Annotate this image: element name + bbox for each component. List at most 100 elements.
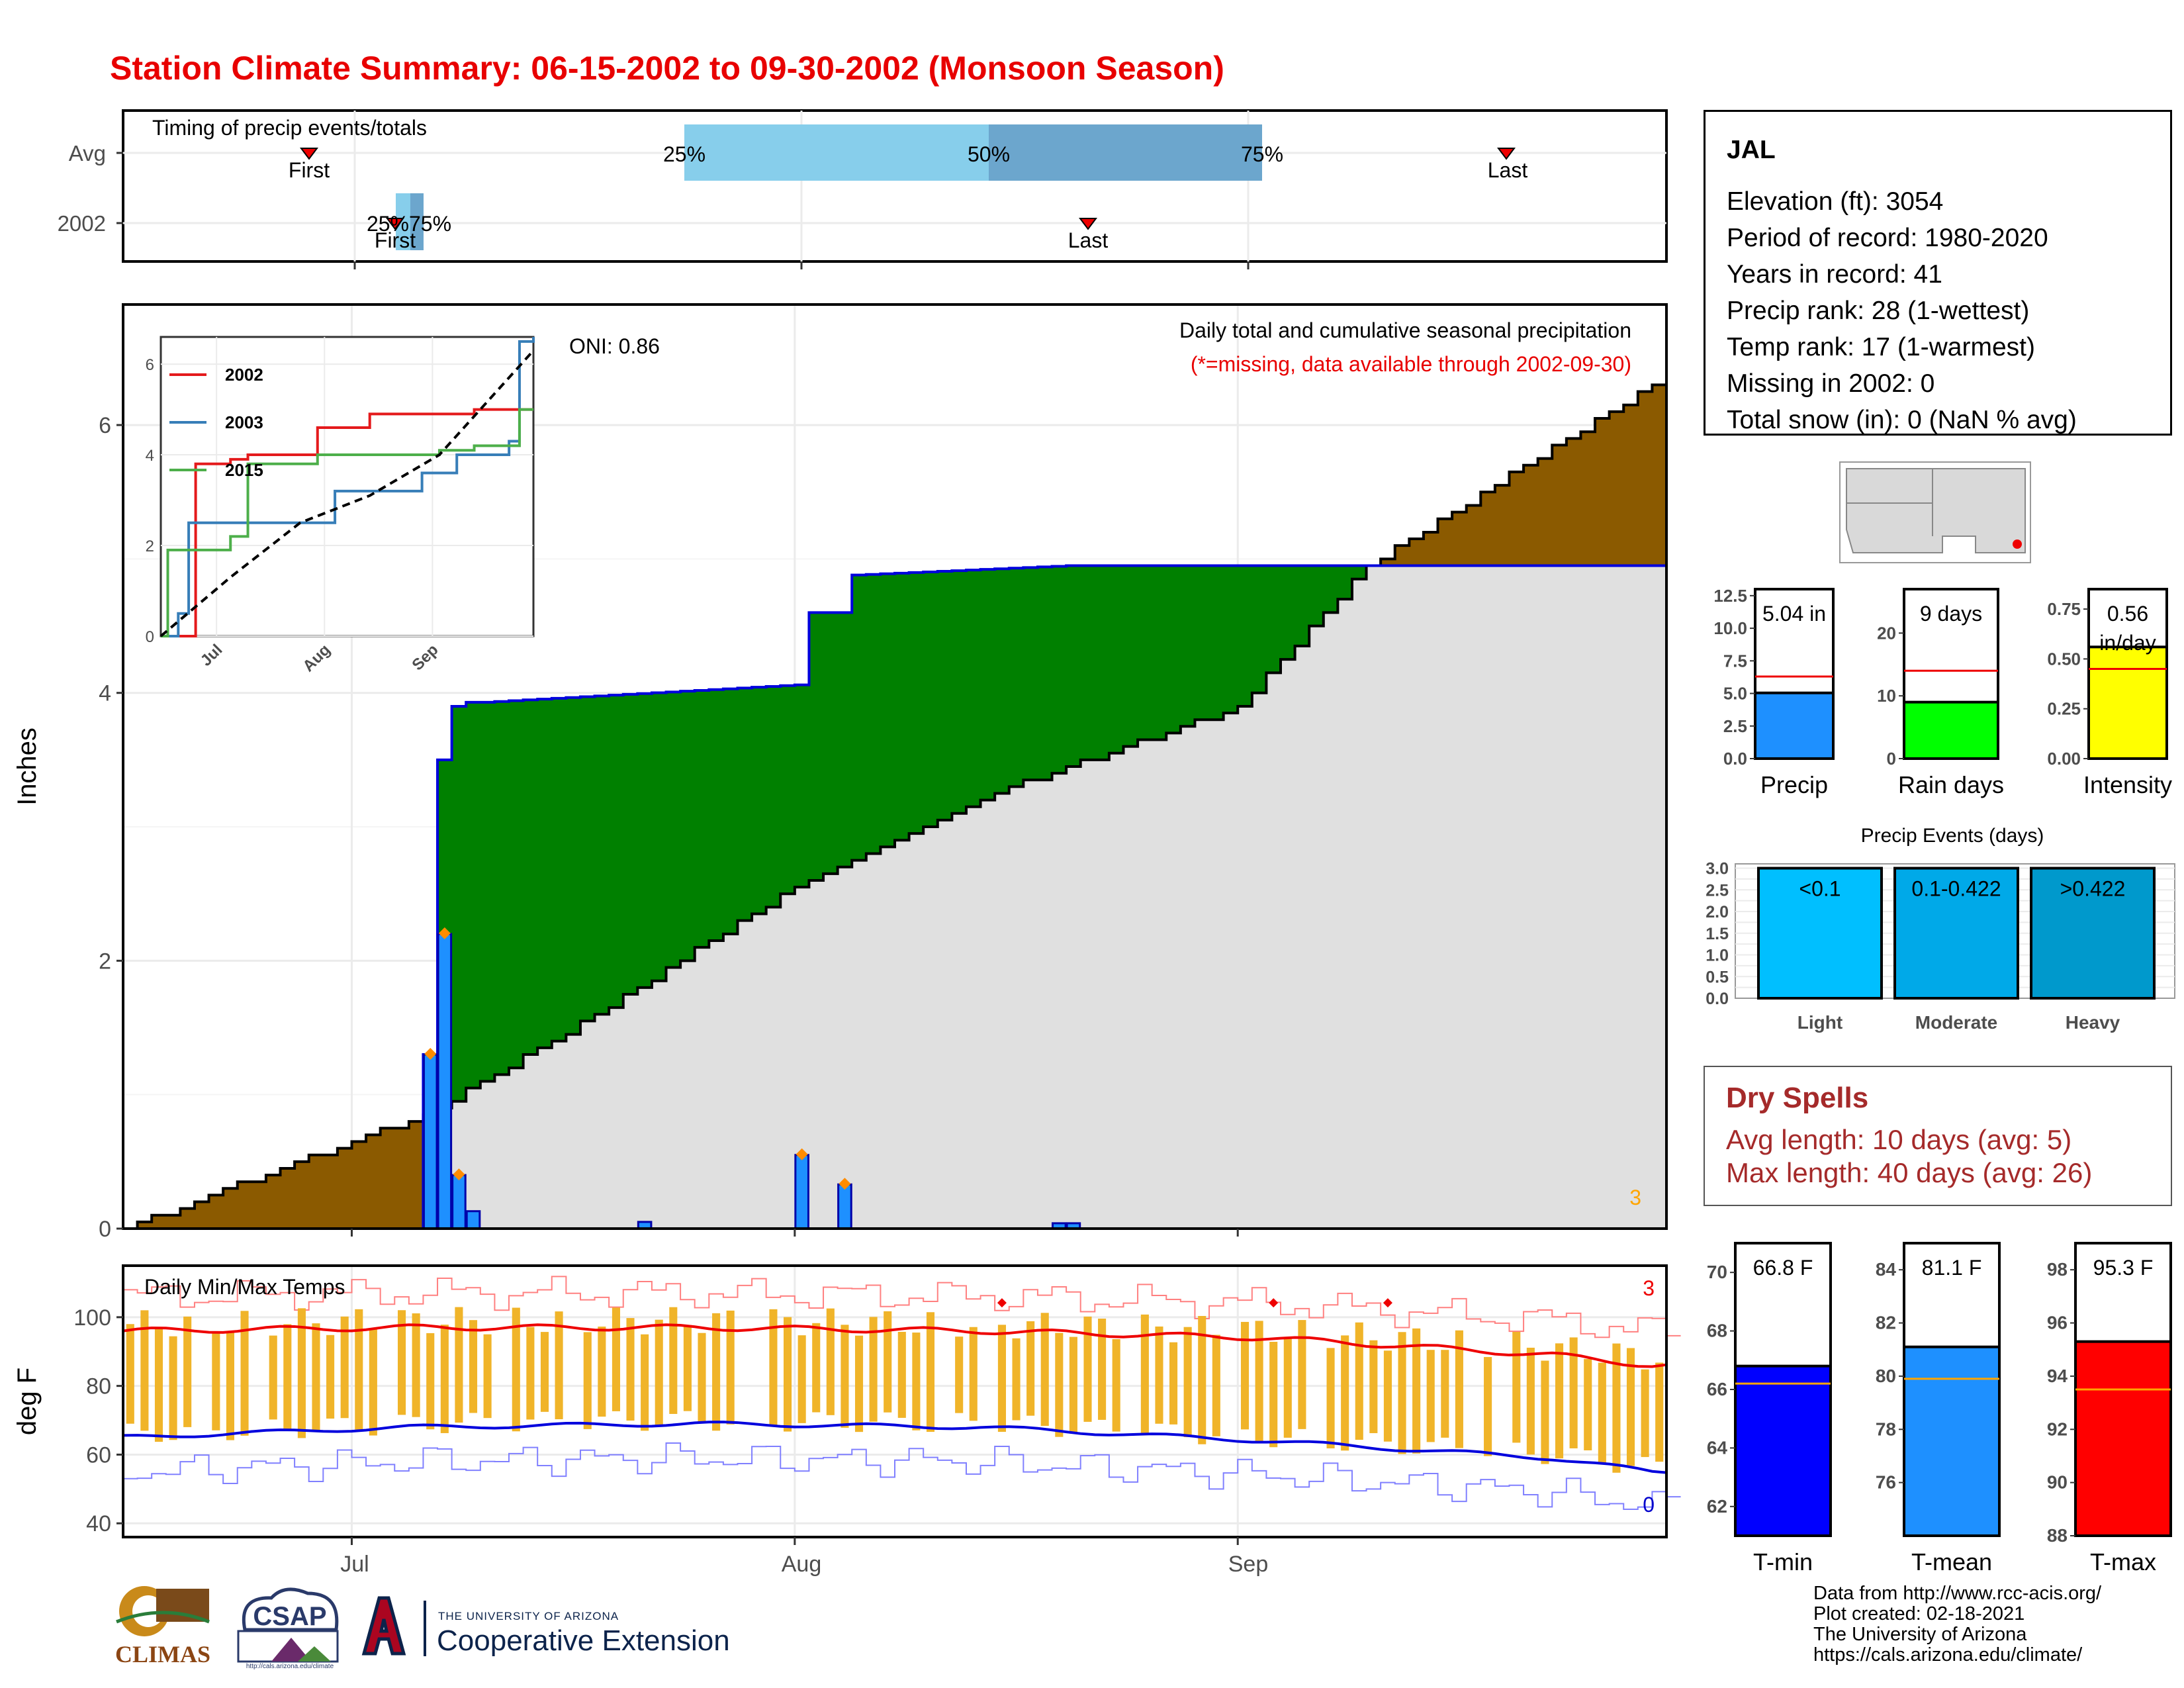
station-info-line: Years in record: 41 [1727,260,1942,289]
station-info-line: Temp rank: 17 (1-warmest) [1727,333,2035,361]
daily-temp-bar [126,1324,134,1424]
climas-logo-text: CLIMAS [114,1641,211,1667]
y2002-first-label: First [375,228,416,252]
avg-first-label: First [289,158,330,182]
mini-chart-tick-label: 10.0 [1713,618,1747,638]
daily-temp-bar [154,1327,163,1442]
daily-temp-bar [769,1309,778,1425]
daily-temp-bar [1369,1340,1378,1434]
summary-bars: 0.0 2.5 5.0 7.5 10.0 12.5 5.04 in Precip 0 10 20 9 … [1713,586,2172,798]
daily-temp-bar [869,1317,878,1422]
footer-line: Data from http://www.rcc-acis.org/ [1813,1583,2102,1604]
daily-temp-bar [283,1324,292,1430]
daily-temp-bar [398,1310,406,1415]
mini-chart-tick-label: 98 [2047,1259,2068,1280]
avg-max-temp-line [122,1323,1667,1368]
station-info-line: Missing in 2002: 0 [1727,369,1935,398]
mini-chart-tick-label: 12.5 [1713,586,1747,606]
cumulative-avg-line [123,383,1666,1230]
daily-temp-bar [340,1316,349,1419]
daily-temp-bar [1383,1350,1392,1442]
daily-temp-bar [1283,1338,1292,1438]
daily-temp-bar [655,1319,663,1427]
events-bar-label: 0.1-0.422 [1911,877,2001,901]
daily-temp-bar [183,1316,192,1427]
mini-chart-label: T-mean [1911,1548,1992,1575]
temp-y-tick-label: 80 [86,1374,111,1399]
daily-temp-bar [1055,1333,1064,1437]
daily-temp-bar [598,1327,606,1417]
events-tick-label: 3.0 [1706,860,1729,878]
mini-chart-tick-label: 96 [2047,1313,2068,1333]
daily-temp-bar [826,1308,835,1415]
station-info-line: Period of record: 1980-2020 [1727,224,2048,252]
daily-temp-bar [312,1323,320,1431]
daily-temp-bar [712,1313,721,1431]
y-tick-label: 2 [99,949,111,974]
precip-corner-count: 3 [1629,1186,1641,1209]
daily-temp-bar [797,1335,806,1423]
daily-temp-bar [583,1332,592,1429]
temp-max-count: 3 [1643,1276,1655,1300]
inset-series-2015 [161,408,533,637]
mini-chart-rain-days: 0 10 20 9 days Rain days [1877,588,2004,798]
mini-chart-bar [2074,1340,2172,1537]
y-tick-label: 0 [99,1217,111,1242]
daily-temp-bar [1326,1348,1335,1449]
record-high-line [123,1276,1681,1338]
daily-temp-bar [1598,1362,1606,1465]
daily-temp-bar [854,1335,864,1432]
station-info-line: Precip rank: 28 (1-wettest) [1727,297,2030,325]
mini-chart-label: Precip [1760,771,1828,798]
y2002-first-marker [386,218,404,230]
precip-legend-line2: (*=missing, data available through 2002-… [1191,352,1631,376]
inset-legend-label: 2015 [225,460,263,480]
mini-chart-value: 0.56 [2107,602,2148,626]
daily-temp-bar [1341,1335,1349,1451]
mini-chart-label: Rain days [1898,771,2004,798]
oni-label: ONI: 0.86 [569,334,660,358]
avg-min-temp-line [122,1421,1667,1474]
avg-last-marker [1497,148,1516,160]
daily-temp-bar [412,1313,420,1417]
mini-chart-tick-label: 20 [1877,623,1896,643]
mini-chart-bar [1734,1364,1832,1537]
daily-temp-bar [955,1336,964,1413]
daily-temp-bar [1140,1314,1149,1435]
record-marker [796,1148,808,1160]
avg-p25-label: 25% [663,142,705,166]
daily-temp-bar [1269,1342,1278,1448]
x-tick-jul: Jul [340,1552,369,1577]
dry-spells-box: Dry Spells Avg length: 10 days (avg: 5) … [1704,1066,2172,1206]
timing-row-avg: Avg [69,141,106,165]
events-tick-label: 1.5 [1706,925,1729,943]
daily-temp-bar [698,1333,706,1423]
events-category: Heavy [2066,1012,2120,1033]
record-high-marker [997,1298,1007,1308]
daily-temp-bar [926,1312,935,1432]
daily-temp-bar [512,1307,520,1432]
mini-chart-tick-label: 0.25 [2047,699,2081,719]
mini-chart-value: in/day [2099,631,2156,655]
station-info-line: Elevation (ft): 3054 [1727,187,1944,216]
mini-chart-tick-label: 92 [2047,1419,2068,1439]
daily-temp-bar [555,1311,563,1419]
dry-spells-max: Max length: 40 days (avg: 26) [1726,1157,2093,1188]
mini-chart-tick-label: 84 [1876,1259,1897,1280]
csap-logo: CSAP http://cals.arizona.edu/climate [232,1583,348,1673]
mini-chart-value: 5.04 in [1762,602,1826,626]
y2002-iqr-high [410,193,424,250]
events-bar-label: >0.422 [2060,877,2126,901]
mini-chart-value: 66.8 F [1753,1256,1813,1280]
mini-chart-value: 95.3 F [2093,1256,2154,1280]
precip-ylabel: Inches [13,727,42,806]
events-tick-label: 2.5 [1706,881,1729,900]
daily-temp-bar [683,1325,692,1411]
daily-temp-bar [1526,1347,1535,1455]
station-info-line: Total snow (in): 0 (NaN % avg) [1727,406,2077,434]
daily-precip-bar [465,1210,481,1230]
daily-temp-bar [1198,1315,1206,1444]
daily-temp-bar [326,1335,335,1419]
